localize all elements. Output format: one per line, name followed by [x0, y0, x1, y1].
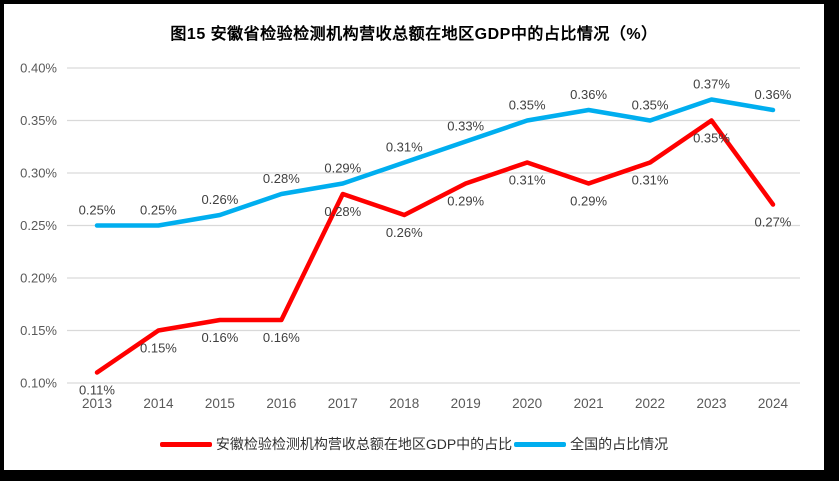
data-label: 0.25% — [140, 203, 177, 218]
data-label: 0.28% — [324, 204, 361, 219]
data-label: 0.29% — [447, 194, 484, 209]
data-label: 0.31% — [632, 173, 669, 188]
data-label: 0.16% — [201, 330, 238, 345]
data-label: 0.35% — [693, 131, 730, 146]
x-tick-label: 2022 — [635, 396, 665, 411]
x-tick-label: 2023 — [696, 396, 726, 411]
line-chart-plot: 0.10%0.15%0.20%0.25%0.30%0.35%0.40%2013 2… — [20, 61, 800, 411]
x-tick-label: 2013 — [82, 396, 112, 411]
x-axis-tick-labels: 2013 2014 2015 2016 2017 2018 2019 2020 2021 2022… — [82, 396, 788, 411]
data-label: 0.29% — [570, 194, 607, 209]
chart-title: 图15 安徽省检验检测机构营收总额在地区GDP中的占比情况（%） — [170, 26, 658, 43]
legend-item-national: 全国的占比情况 — [514, 434, 668, 454]
data-label: 0.33% — [447, 119, 484, 134]
data-label: 0.31% — [509, 173, 546, 188]
series-line — [94, 97, 776, 228]
y-tick-label: 0.25% — [20, 218, 57, 233]
gridlines — [67, 67, 800, 384]
legend-label-anhui: 安徽检验检测机构营收总额在地区GDP中的占比 — [215, 436, 513, 452]
x-tick-label: 2018 — [389, 396, 419, 411]
x-tick-label: 2020 — [512, 396, 542, 411]
y-axis-tick-labels: 0.10% 0.15% 0.20% 0.25% 0.30% 0.35% 0.40% — [20, 61, 57, 391]
series-line — [94, 118, 776, 375]
series-anhui — [94, 118, 776, 375]
data-label: 0.37% — [693, 77, 730, 92]
y-tick-label: 0.20% — [20, 271, 57, 286]
data-label: 0.26% — [201, 192, 238, 207]
data-label: 0.26% — [386, 225, 423, 240]
series-national — [94, 97, 776, 228]
legend-label-national: 全国的占比情况 — [570, 436, 669, 452]
x-tick-label: 2019 — [451, 396, 481, 411]
data-label: 0.36% — [755, 87, 792, 102]
series-data-labels: 0.11% 0.15% 0.16% 0.16% 0.28% 0.26% 0.29% 0.31%… — [79, 131, 792, 398]
x-tick-label: 2017 — [328, 396, 358, 411]
y-tick-label: 0.40% — [20, 61, 57, 76]
data-label: 0.27% — [755, 215, 792, 230]
y-tick-label: 0.35% — [20, 113, 57, 128]
x-tick-label: 2021 — [574, 396, 604, 411]
data-label: 0.29% — [324, 161, 361, 176]
data-label: 0.36% — [570, 87, 607, 102]
x-tick-label: 2024 — [758, 396, 789, 411]
data-label: 0.35% — [632, 98, 669, 113]
y-tick-label: 0.10% — [20, 376, 57, 391]
data-label: 0.11% — [79, 383, 115, 398]
data-label: 0.16% — [263, 330, 300, 345]
chart-legend: 安徽检验检测机构营收总额在地区GDP中的占比 全国的占比情况 — [4, 434, 824, 454]
y-tick-label: 0.30% — [20, 166, 57, 181]
legend-swatch-anhui-icon — [159, 441, 212, 447]
data-label: 0.35% — [509, 98, 546, 113]
y-tick-label: 0.15% — [20, 323, 57, 338]
x-tick-label: 2016 — [266, 396, 296, 411]
legend-item-anhui: 安徽检验检测机构营收总额在地区GDP中的占比 — [159, 434, 513, 454]
chart-canvas: 0.10% 0.15% 0.20% 0.25% 0.30% 0.35% 0.40% 2013 2… — [4, 4, 824, 470]
legend-swatch-national-icon — [514, 441, 567, 447]
data-label: 0.28% — [263, 171, 300, 186]
x-tick-label: 2014 — [143, 396, 174, 411]
series-data-labels: 0.25% 0.25% 0.26% 0.28% 0.29% 0.31% 0.33% 0.35%… — [79, 77, 792, 218]
x-tick-label: 2015 — [205, 396, 235, 411]
data-label: 0.25% — [79, 203, 116, 218]
data-label: 0.15% — [140, 341, 177, 356]
data-label: 0.31% — [386, 140, 423, 155]
